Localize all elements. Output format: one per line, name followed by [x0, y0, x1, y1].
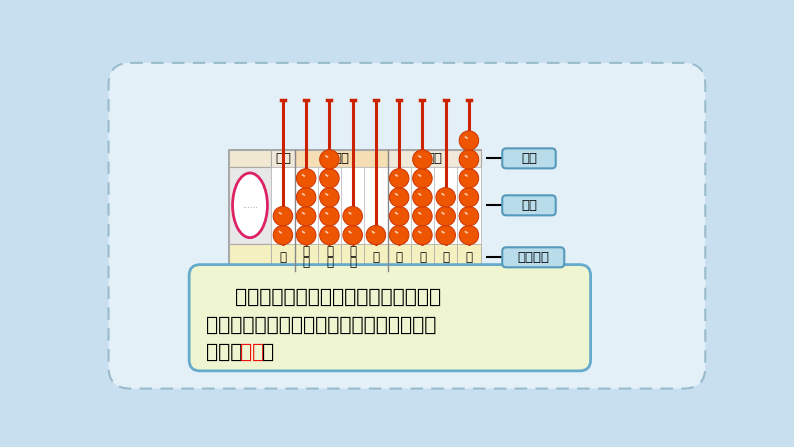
Text: 千: 千 [303, 245, 310, 258]
Circle shape [296, 169, 316, 188]
Bar [387, 150, 480, 167]
Bar [410, 244, 434, 271]
Circle shape [459, 131, 479, 150]
Ellipse shape [233, 173, 268, 238]
Circle shape [389, 188, 409, 207]
Text: 要按照一定的顺序排列起来，它们所占的位: 要按照一定的顺序排列起来，它们所占的位 [206, 316, 437, 334]
Circle shape [436, 188, 456, 207]
Text: 百: 百 [326, 245, 333, 258]
Text: 数级: 数级 [521, 152, 537, 165]
Text: 十: 十 [442, 251, 449, 264]
Text: 千: 千 [395, 251, 403, 264]
Circle shape [320, 188, 339, 207]
Text: 万: 万 [372, 251, 380, 264]
Bar [272, 244, 295, 271]
Text: 亿级: 亿级 [275, 152, 291, 165]
Circle shape [320, 207, 339, 226]
Circle shape [389, 225, 409, 245]
Bar [229, 244, 272, 271]
Bar [295, 150, 387, 167]
Bar [457, 244, 480, 271]
Circle shape [413, 225, 432, 245]
Bar [229, 150, 480, 271]
Text: 。: 。 [262, 343, 275, 362]
Bar [387, 167, 410, 244]
Circle shape [389, 169, 409, 188]
Bar [341, 167, 364, 244]
FancyBboxPatch shape [189, 265, 591, 371]
Text: 万级: 万级 [333, 152, 349, 165]
Bar [295, 167, 318, 244]
Bar [272, 150, 295, 167]
Bar [434, 167, 457, 244]
Bar [295, 244, 318, 271]
Circle shape [413, 188, 432, 207]
Circle shape [436, 225, 456, 245]
Bar [457, 167, 480, 244]
Circle shape [459, 207, 479, 226]
Bar [387, 244, 410, 271]
Circle shape [320, 169, 339, 188]
Circle shape [459, 225, 479, 245]
Bar [318, 244, 341, 271]
Text: 置叫做: 置叫做 [206, 343, 243, 362]
Text: 万: 万 [326, 256, 333, 269]
Text: 十: 十 [349, 245, 357, 258]
Circle shape [413, 207, 432, 226]
Bar [272, 167, 295, 244]
Circle shape [413, 169, 432, 188]
Circle shape [459, 169, 479, 188]
Bar [229, 167, 272, 244]
Circle shape [273, 225, 293, 245]
Circle shape [296, 188, 316, 207]
Bar [341, 244, 364, 271]
Bar [364, 167, 387, 244]
Circle shape [366, 225, 386, 245]
Circle shape [343, 225, 362, 245]
Circle shape [436, 207, 456, 226]
Text: ......: ...... [242, 201, 258, 210]
Text: 数位: 数位 [521, 199, 537, 212]
FancyBboxPatch shape [109, 63, 705, 388]
Circle shape [343, 207, 362, 226]
Circle shape [459, 188, 479, 207]
Text: 在用数字表示数的时候，这些计数单位: 在用数字表示数的时候，这些计数单位 [235, 288, 441, 307]
Bar [229, 150, 272, 167]
FancyBboxPatch shape [503, 148, 556, 169]
Text: 数位: 数位 [240, 343, 264, 362]
Text: 亿: 亿 [279, 251, 287, 264]
Bar [434, 244, 457, 271]
Text: 百: 百 [419, 251, 426, 264]
Circle shape [273, 207, 293, 226]
Text: 万: 万 [349, 256, 357, 269]
Circle shape [459, 150, 479, 169]
Text: 个: 个 [465, 251, 472, 264]
Bar [364, 244, 387, 271]
Circle shape [296, 225, 316, 245]
Bar [318, 167, 341, 244]
Circle shape [320, 150, 339, 169]
Bar [410, 167, 434, 244]
Circle shape [296, 207, 316, 226]
FancyBboxPatch shape [503, 247, 565, 267]
Circle shape [320, 225, 339, 245]
Text: 个级: 个级 [426, 152, 442, 165]
Text: 计数单位: 计数单位 [517, 251, 549, 264]
Text: 万: 万 [303, 256, 310, 269]
FancyBboxPatch shape [503, 195, 556, 215]
Circle shape [413, 150, 432, 169]
Circle shape [389, 207, 409, 226]
